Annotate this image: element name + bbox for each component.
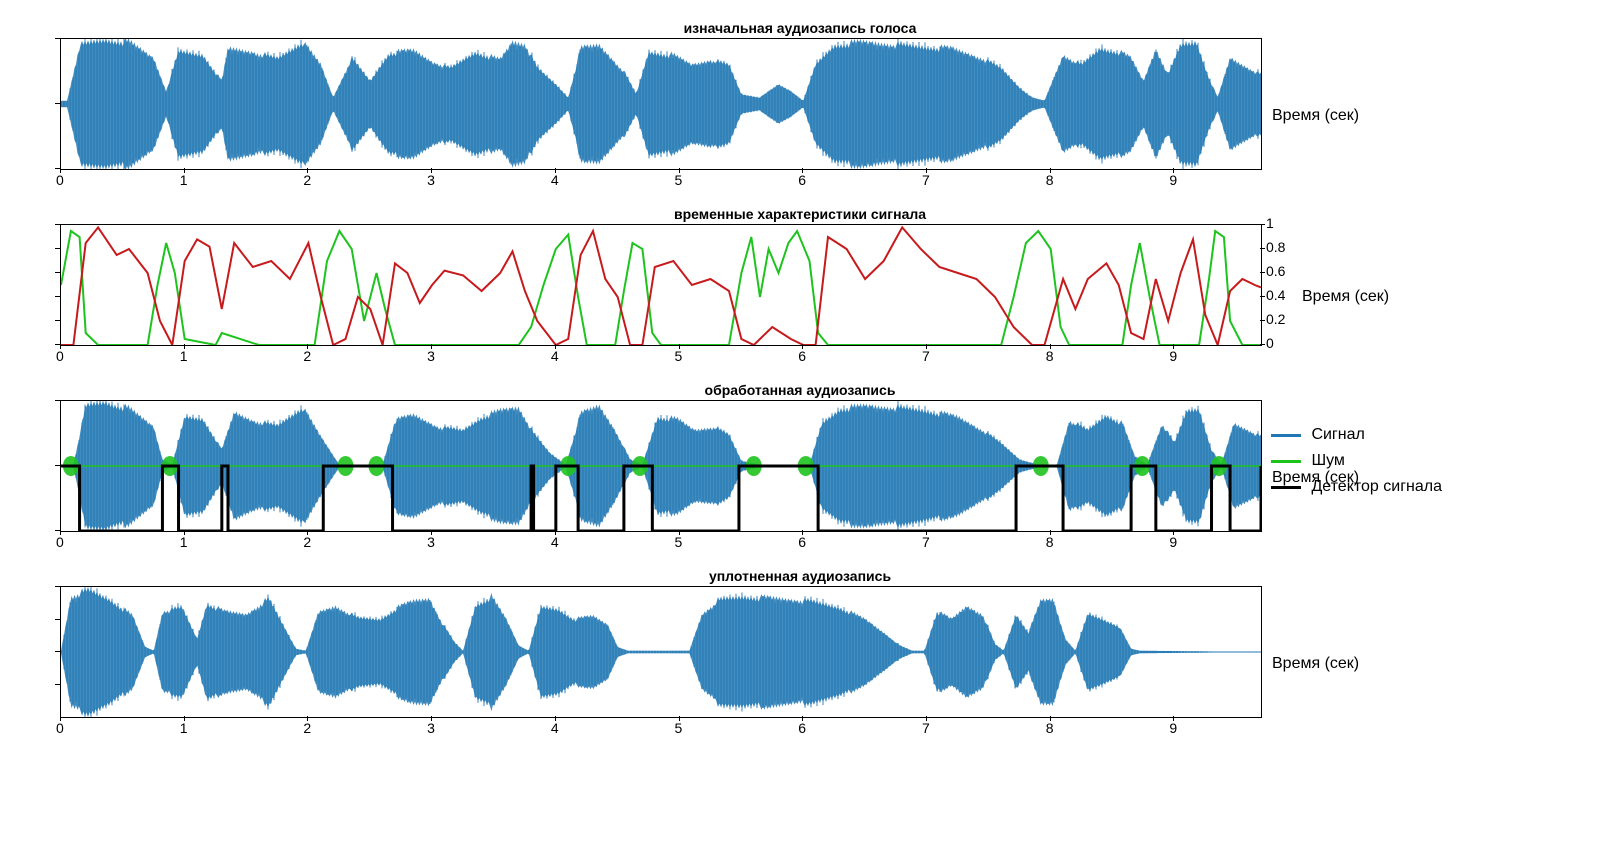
subplot4-title: уплотненная аудиозапись bbox=[20, 568, 1580, 584]
subplot2-plot: 0123456789000.20.20.40.40.60.60.80.811 bbox=[60, 224, 1262, 346]
legend-item: Детектор сигнала bbox=[1271, 478, 1442, 496]
subplot4-plot: 0123456789-0.500.51 bbox=[60, 586, 1262, 718]
subplot1-title: изначальная аудиозапись голоса bbox=[20, 20, 1580, 36]
legend-item: Сигнал bbox=[1271, 426, 1442, 444]
legend-label: Детектор сигнала bbox=[1311, 478, 1442, 496]
subplot2-title: временные характеристики сигнала bbox=[20, 206, 1580, 222]
subplot4-row: 0123456789-0.500.51 Время (сек) bbox=[20, 586, 1580, 742]
legend-label: Шум bbox=[1311, 452, 1344, 470]
subplot3-legend: Сигнал Шум Детектор сигнала bbox=[1271, 426, 1442, 504]
subplot3-plot: 0123456789-101 Сигнал Шум Детектор сигна… bbox=[60, 400, 1262, 532]
subplot1-xlabel: Время (сек) bbox=[1272, 107, 1359, 125]
figure-container: изначальная аудиозапись голоса 012345678… bbox=[20, 20, 1580, 742]
legend-label: Сигнал bbox=[1311, 426, 1364, 444]
subplot3-row: 0123456789-101 Сигнал Шум Детектор сигна… bbox=[20, 400, 1580, 556]
subplot3-title: обработанная аудиозапись bbox=[20, 382, 1580, 398]
subplot4-xlabel: Время (сек) bbox=[1272, 655, 1359, 673]
legend-item: Шум bbox=[1271, 452, 1442, 470]
subplot2-xlabel: Время (сек) bbox=[1302, 288, 1389, 306]
subplot2-row: мощность сигнала 0123456789000.20.20.40.… bbox=[20, 224, 1580, 370]
subplot1-row: 0123456789-101 Время (сек) bbox=[20, 38, 1580, 194]
subplot1-plot: 0123456789-101 bbox=[60, 38, 1262, 170]
